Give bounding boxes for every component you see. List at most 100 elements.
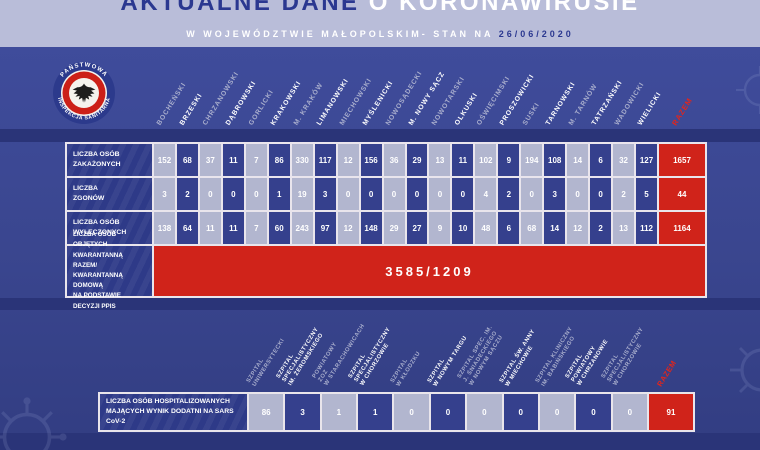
- hospital-label: SZPITAL SPECJALISTYCZNY W CHORZOWIE: [600, 326, 646, 388]
- data-cell: 1: [321, 394, 357, 430]
- data-cell: 0: [590, 178, 612, 210]
- divider-band: [0, 129, 760, 142]
- data-cell: 0: [567, 178, 589, 210]
- total-cell: 1164: [659, 212, 705, 244]
- data-cell: 7: [245, 144, 267, 176]
- county-total-label: RAZEM: [670, 95, 695, 127]
- data-cell: 0: [394, 394, 429, 430]
- data-cell: 64: [176, 212, 198, 244]
- data-cell: 27: [406, 212, 428, 244]
- stats-table: LICZBA OSÓB ZAKAŻONYCH 152 68 37 11 7 86 330 117…: [65, 142, 707, 310]
- sanepid-logo: PAŃSTWOWA INSPEKCJA SANITARNA: [53, 62, 115, 124]
- data-cell: 0: [521, 178, 543, 210]
- data-cell: 194: [521, 144, 543, 176]
- data-cell: 0: [429, 178, 451, 210]
- data-cell: 5: [636, 178, 657, 210]
- data-cell: 6: [590, 144, 612, 176]
- data-cell: 60: [268, 212, 290, 244]
- data-cell: 0: [503, 394, 538, 430]
- row-label: LICZBA OSÓB WYLECZONYCH: [67, 212, 152, 244]
- data-cell: 156: [360, 144, 382, 176]
- data-cell: 243: [291, 212, 313, 244]
- data-cell: 11: [199, 212, 221, 244]
- report-date: 26/06/2020: [498, 29, 574, 39]
- data-cell: 29: [383, 212, 405, 244]
- quarantine-value: 3585/1209: [154, 246, 705, 296]
- data-cell: 11: [222, 144, 244, 176]
- county-label: SUSKI: [522, 101, 542, 127]
- data-cell: 0: [383, 178, 405, 210]
- data-cell: 2: [498, 178, 520, 210]
- data-cell: 0: [612, 394, 647, 430]
- data-cell: 1: [358, 394, 393, 430]
- data-cell: 152: [154, 144, 175, 176]
- data-cell: 117: [314, 144, 336, 176]
- data-cell: 97: [314, 212, 336, 244]
- data-cell: 0: [337, 178, 359, 210]
- data-cell: 0: [430, 394, 466, 430]
- data-cell: 14: [544, 212, 566, 244]
- page-title-dark-part: AKTUALNE DANE: [120, 0, 360, 16]
- data-cell: 11: [452, 144, 474, 176]
- data-cell: 86: [268, 144, 290, 176]
- data-cell: 1: [268, 178, 290, 210]
- total-cell: 1657: [659, 144, 705, 176]
- data-cell: 68: [521, 212, 543, 244]
- hospital-label: SZPITAL W KŁODZKU: [390, 350, 423, 388]
- data-cell: 0: [199, 178, 221, 210]
- data-cell: 0: [245, 178, 267, 210]
- divider-band: [0, 298, 760, 310]
- virus-watermark-icon: [736, 66, 760, 114]
- virus-watermark-icon: [730, 347, 760, 393]
- data-cell: 0: [222, 178, 244, 210]
- data-cell: 0: [406, 178, 428, 210]
- data-cell: 9: [429, 212, 451, 244]
- data-cell: 37: [199, 144, 221, 176]
- row-label: LICZBA ZGONÓW: [67, 178, 152, 210]
- total-cell: 44: [659, 178, 705, 210]
- data-cell: 12: [337, 212, 359, 244]
- data-cell: 9: [498, 144, 520, 176]
- data-cell: 0: [452, 178, 474, 210]
- data-cell: 32: [613, 144, 635, 176]
- data-cell: 330: [291, 144, 313, 176]
- page-subtitle: W WOJEWÓDZTWIE MAŁOPOLSKIM- STAN NA 26/0…: [0, 29, 760, 39]
- data-cell: 4: [475, 178, 497, 210]
- data-cell: 3: [285, 394, 320, 430]
- data-cell: 12: [337, 144, 359, 176]
- page-title-light-part: O KORONAWIRUSIE: [359, 0, 640, 16]
- row-label: LICZBA OSÓB ZAKAŻONYCH: [67, 144, 152, 176]
- data-cell: 14: [567, 144, 589, 176]
- data-cell: 36: [383, 144, 405, 176]
- data-cell: 0: [576, 394, 611, 430]
- data-cell: 108: [544, 144, 566, 176]
- data-cell: 19: [291, 178, 313, 210]
- data-cell: 3: [314, 178, 336, 210]
- data-cell: 138: [154, 212, 175, 244]
- data-cell: 127: [636, 144, 657, 176]
- total-cell: 91: [648, 394, 693, 430]
- data-cell: 102: [475, 144, 497, 176]
- divider-band: [0, 433, 760, 450]
- header-banner: AKTUALNE DANE O KORONAWIRUSIE W WOJEWÓDZ…: [0, 0, 760, 47]
- data-cell: 2: [613, 178, 635, 210]
- row-label: LICZBA OSÓB OBJĘTYCH KWARANTANNĄ RAZEM/ …: [67, 231, 152, 310]
- data-cell: 48: [475, 212, 497, 244]
- data-cell: 13: [613, 212, 635, 244]
- row-label: LICZBA OSÓB HOSPITALIZOWANYCH MAJĄCYCH W…: [100, 394, 247, 430]
- data-cell: 68: [176, 144, 198, 176]
- page-title: AKTUALNE DANE O KORONAWIRUSIE: [0, 0, 760, 17]
- data-cell: 0: [467, 394, 502, 430]
- data-cell: 10: [452, 212, 474, 244]
- data-cell: 0: [539, 394, 575, 430]
- data-cell: 112: [636, 212, 657, 244]
- data-cell: 3: [544, 178, 566, 210]
- data-cell: 7: [245, 212, 267, 244]
- eagle-icon: [72, 83, 96, 103]
- data-cell: 3: [154, 178, 175, 210]
- data-cell: 29: [406, 144, 428, 176]
- data-cell: 11: [222, 212, 244, 244]
- virus-watermark-icon: [0, 397, 67, 450]
- data-cell: 0: [360, 178, 382, 210]
